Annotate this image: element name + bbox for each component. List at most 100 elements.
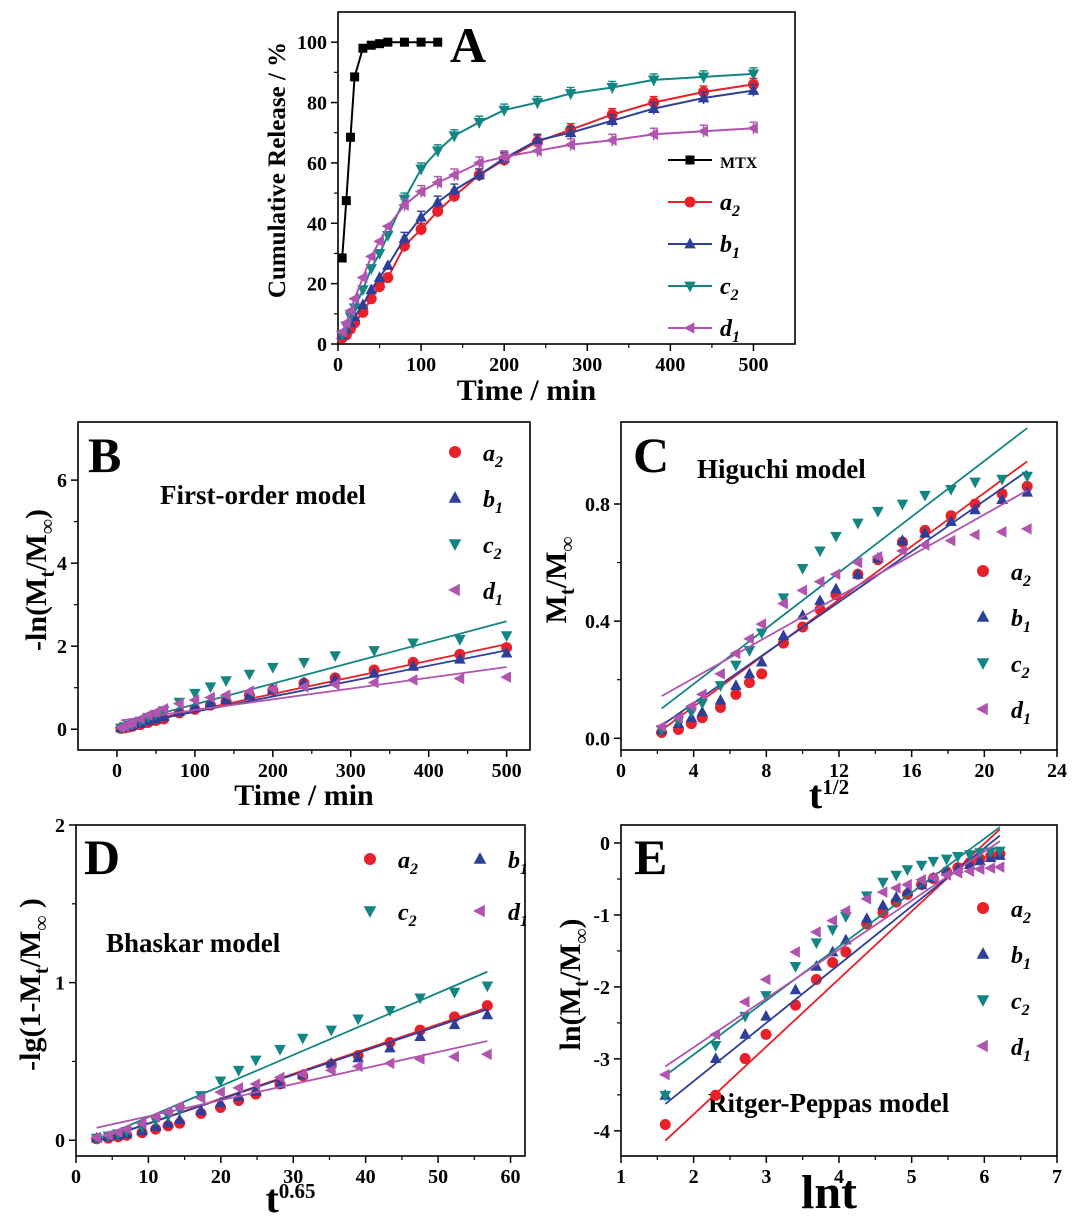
data-point bbox=[431, 176, 443, 189]
data-point bbox=[249, 1078, 261, 1090]
x-tick-label: 1 bbox=[616, 1166, 626, 1188]
x-tick-label: 400 bbox=[414, 760, 444, 782]
legend-marker bbox=[976, 702, 988, 716]
model-title: Bhaskar model bbox=[106, 928, 281, 958]
model-title: Ritger-Peppas model bbox=[708, 1088, 950, 1118]
legend-marker bbox=[363, 906, 377, 918]
data-point bbox=[324, 1064, 336, 1077]
data-point bbox=[871, 550, 883, 563]
legend-label: a2 bbox=[720, 190, 740, 220]
data-point bbox=[406, 674, 418, 686]
data-point bbox=[384, 1005, 396, 1017]
data-point bbox=[243, 669, 256, 681]
legend-label: c2 bbox=[1011, 652, 1030, 682]
fit-line bbox=[664, 840, 1001, 1068]
series-c2 bbox=[90, 970, 494, 1145]
x-tick-label: 20 bbox=[974, 760, 994, 782]
data-point bbox=[431, 195, 444, 207]
data-point bbox=[374, 281, 386, 293]
data-point bbox=[189, 688, 201, 700]
data-point bbox=[473, 117, 486, 129]
data-point bbox=[481, 1008, 494, 1020]
legend-marker bbox=[683, 322, 695, 334]
data-point bbox=[352, 1051, 364, 1063]
legend-marker bbox=[364, 853, 376, 865]
data-point bbox=[373, 271, 386, 282]
legend-marker bbox=[448, 491, 462, 503]
legend-marker bbox=[448, 539, 462, 551]
legend-marker bbox=[685, 155, 695, 165]
y-tick-label: 4 bbox=[57, 553, 67, 575]
y-tick-label: -2 bbox=[593, 977, 610, 999]
legend: MTX a2 b1 c2 d1 bbox=[668, 155, 758, 346]
data-point bbox=[755, 628, 768, 640]
data-point bbox=[697, 91, 710, 103]
panel-letter: E bbox=[634, 829, 667, 885]
legend-marker bbox=[977, 902, 989, 914]
series-b1 bbox=[659, 834, 1006, 1105]
model-title: First-order model bbox=[160, 480, 366, 510]
data-point bbox=[111, 1126, 123, 1139]
data-point bbox=[500, 646, 513, 658]
data-point bbox=[274, 1044, 286, 1056]
data-point bbox=[709, 1028, 721, 1041]
legend-label: b1 bbox=[720, 232, 740, 262]
data-point bbox=[826, 914, 838, 927]
data-point bbox=[384, 1041, 396, 1053]
data-point bbox=[810, 973, 822, 985]
legend-marker bbox=[473, 852, 487, 864]
x-tick-label: 30 bbox=[283, 1166, 303, 1188]
data-point bbox=[413, 1053, 425, 1065]
data-point bbox=[730, 688, 742, 700]
plot-frame bbox=[77, 421, 531, 751]
data-point bbox=[852, 567, 864, 579]
data-point bbox=[710, 1089, 722, 1101]
data-point bbox=[348, 292, 360, 305]
data-point bbox=[896, 534, 909, 546]
data-point bbox=[969, 477, 981, 489]
data-point bbox=[250, 1055, 262, 1067]
x-axis-label: Time / min bbox=[234, 779, 374, 812]
legend-marker bbox=[976, 995, 990, 1007]
data-point bbox=[399, 37, 409, 47]
data-point bbox=[839, 904, 851, 917]
data-point bbox=[877, 877, 889, 889]
data-point bbox=[232, 1065, 245, 1077]
data-point bbox=[364, 250, 376, 263]
data-point bbox=[172, 697, 184, 710]
data-point bbox=[714, 693, 727, 705]
fit-line bbox=[120, 620, 507, 725]
data-point bbox=[432, 205, 444, 217]
data-point bbox=[789, 983, 802, 995]
data-point bbox=[328, 678, 340, 691]
data-point bbox=[747, 84, 760, 95]
data-point bbox=[297, 681, 309, 693]
data-point bbox=[325, 1025, 338, 1037]
data-point bbox=[188, 694, 200, 706]
data-point bbox=[345, 132, 355, 142]
data-point bbox=[672, 712, 683, 724]
data-point bbox=[714, 681, 727, 692]
data-point bbox=[448, 1018, 461, 1030]
x-tick-label: 5 bbox=[907, 1166, 917, 1188]
data-point bbox=[840, 946, 852, 958]
data-point bbox=[232, 1082, 244, 1094]
data-point bbox=[877, 899, 889, 910]
panel-letter: D bbox=[84, 829, 120, 885]
data-point bbox=[743, 632, 754, 645]
legend: a2 b1 c2 d1 bbox=[363, 848, 528, 930]
data-point bbox=[414, 185, 426, 198]
data-point bbox=[341, 196, 351, 206]
data-point bbox=[777, 629, 790, 641]
data-point bbox=[398, 232, 411, 243]
data-point bbox=[996, 474, 1008, 486]
data-point bbox=[605, 134, 617, 147]
data-point bbox=[919, 490, 931, 502]
legend-marker bbox=[684, 237, 696, 249]
legend-marker bbox=[976, 658, 990, 670]
data-point bbox=[696, 698, 709, 710]
data-point bbox=[852, 518, 864, 530]
data-point bbox=[973, 863, 985, 875]
data-point bbox=[974, 854, 986, 866]
data-point bbox=[564, 89, 577, 100]
